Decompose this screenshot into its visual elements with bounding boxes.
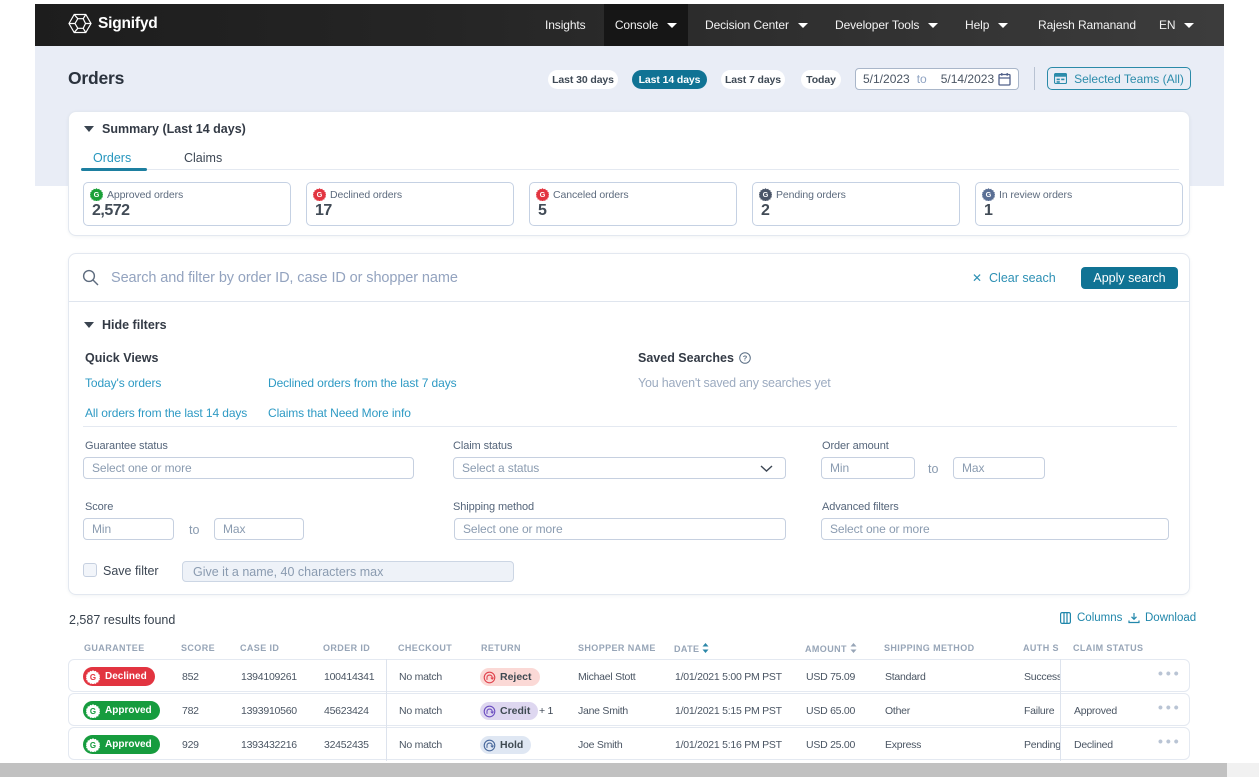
svg-text:G: G	[540, 190, 546, 199]
svg-text:G: G	[90, 740, 96, 749]
svg-text:?: ?	[743, 354, 748, 363]
svg-text:G: G	[317, 190, 323, 199]
svg-text:G: G	[763, 190, 769, 199]
svg-text:G: G	[986, 190, 992, 199]
svg-text:G: G	[90, 672, 96, 681]
svg-text:G: G	[94, 190, 100, 199]
svg-text:G: G	[90, 706, 96, 715]
